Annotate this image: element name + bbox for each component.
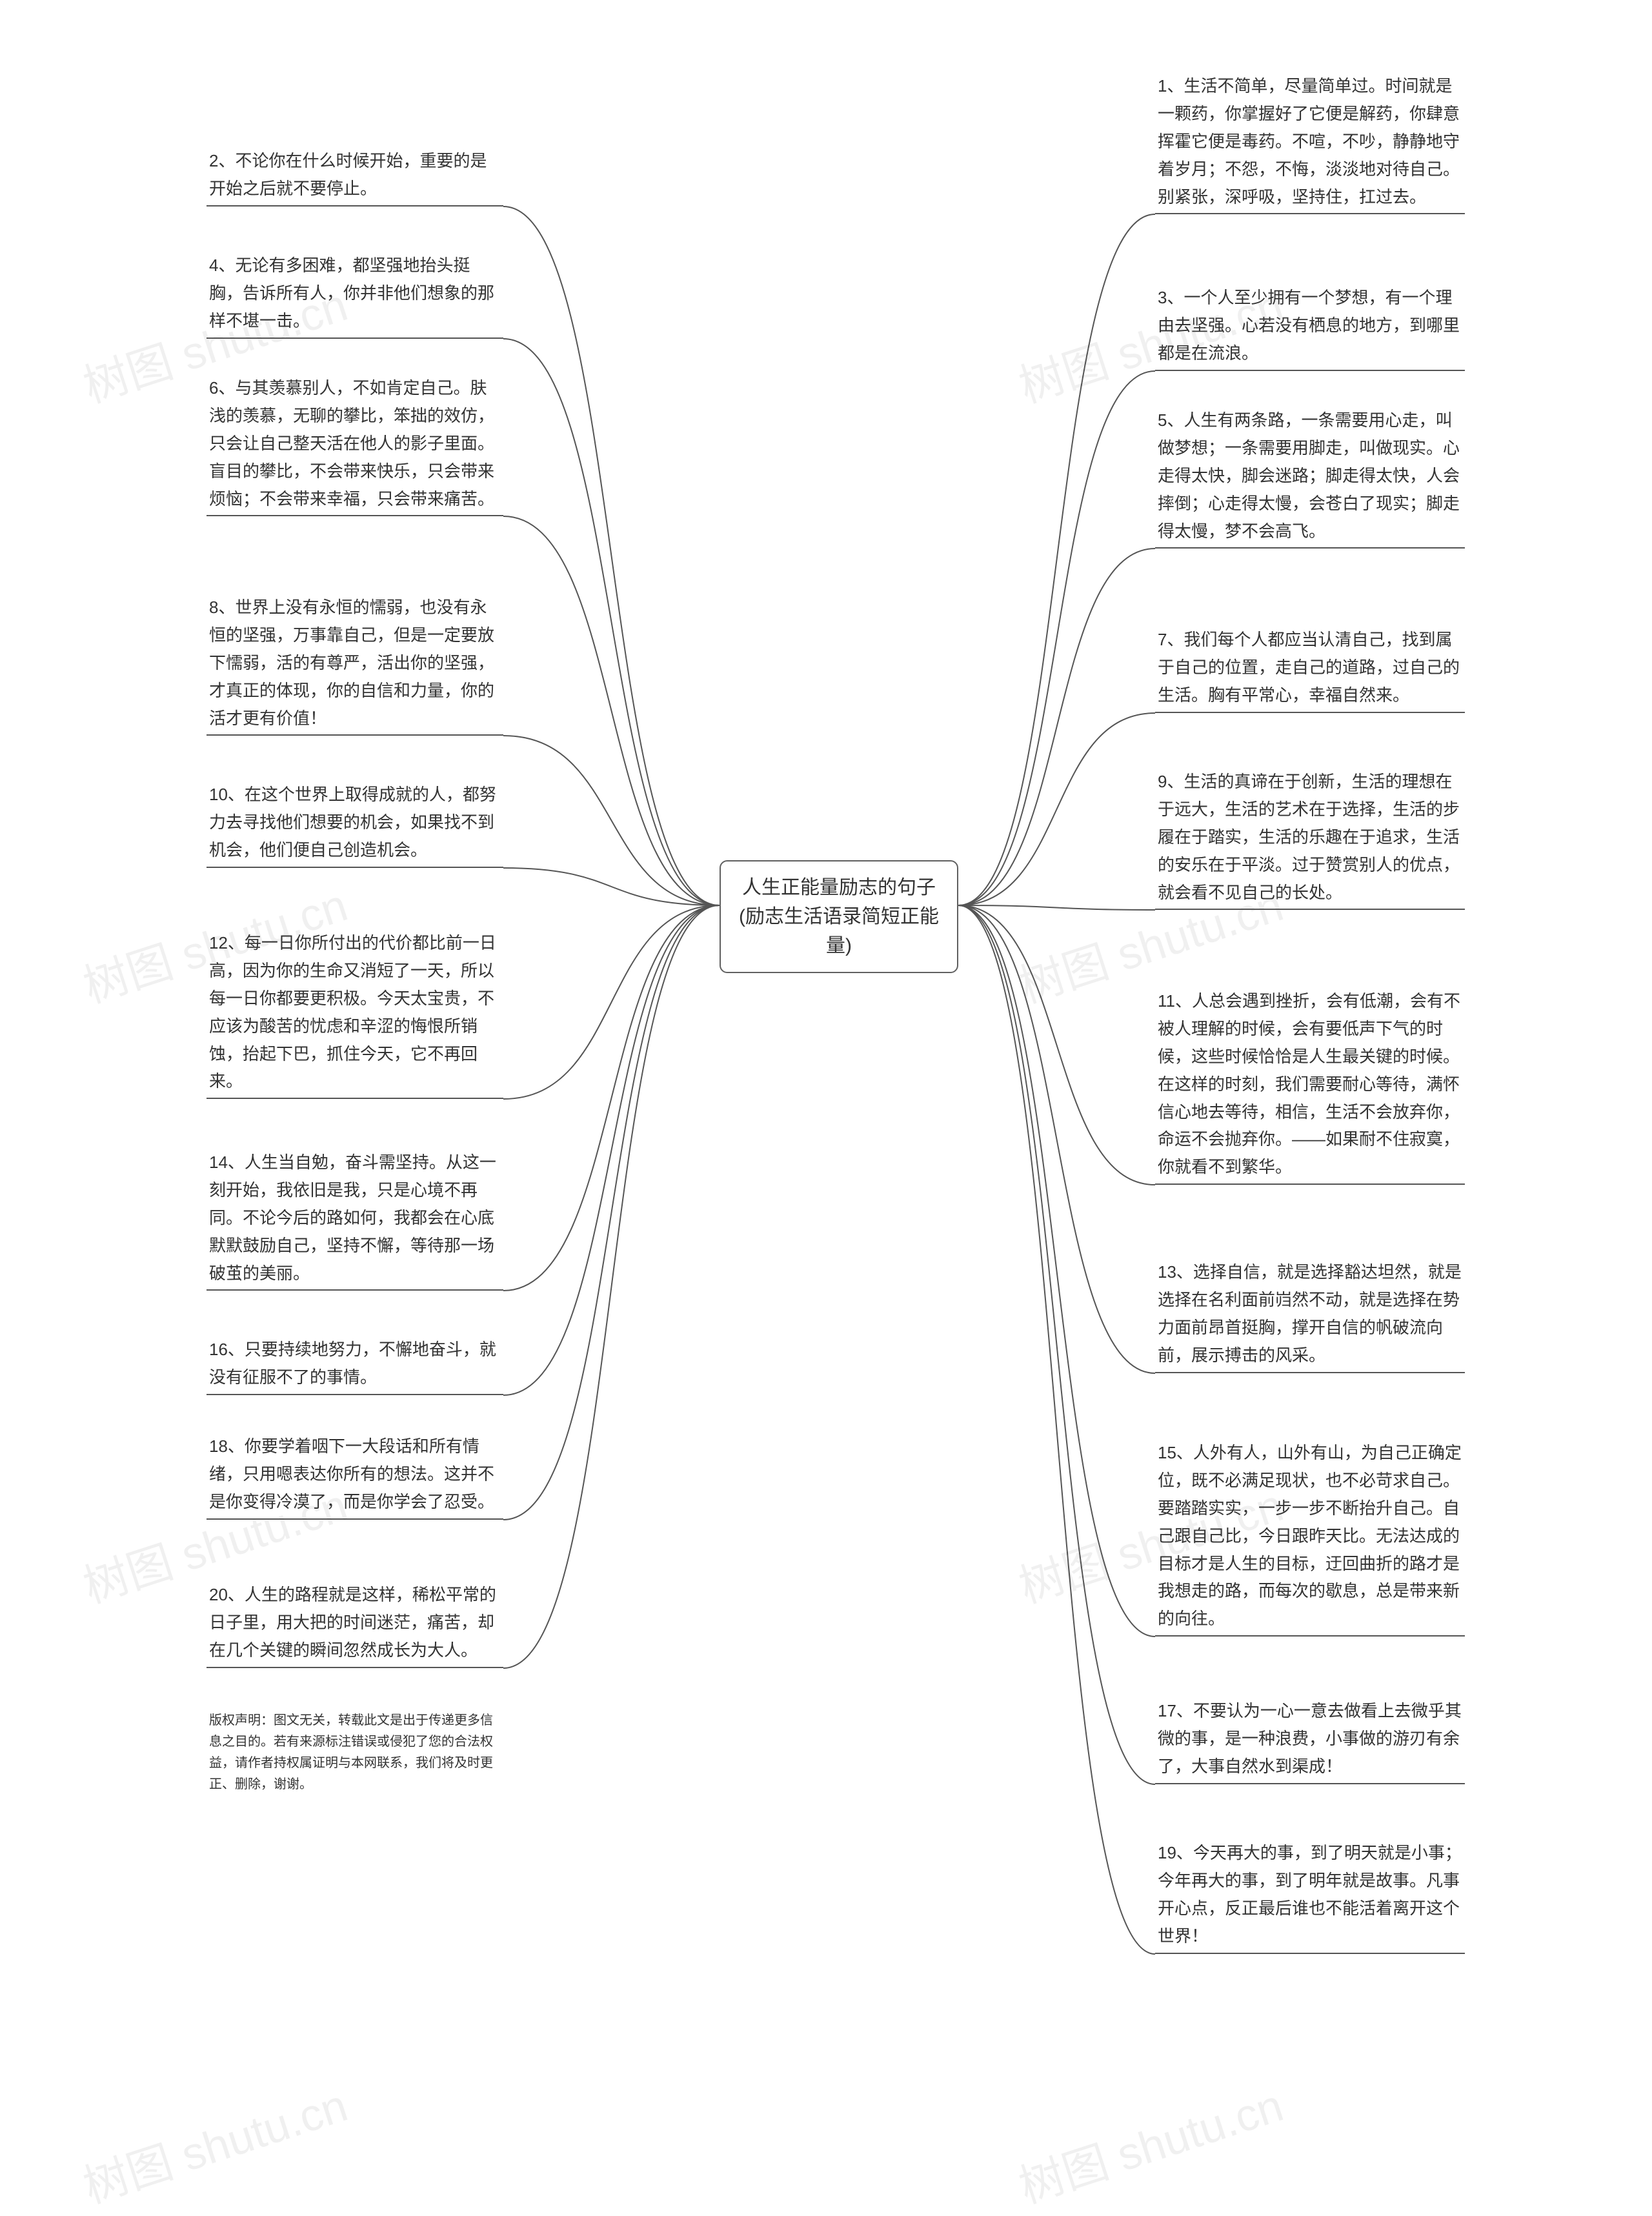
mindmap-leaf-right: 3、一个人至少拥有一个梦想，有一个理由去坚强。心若没有栖息的地方，到哪里都是在流… <box>1155 277 1465 371</box>
mindmap-leaf-left: 12、每一日你所付出的代价都比前一日高，因为你的生命又消短了一天，所以每一日你都… <box>206 923 503 1099</box>
mindmap-leaf-left: 8、世界上没有永恒的懦弱，也没有永恒的坚强，万事靠自己，但是一定要放下懦弱，活的… <box>206 587 503 736</box>
mindmap-leaf-left: 10、在这个世界上取得成就的人，都努力去寻找他们想要的机会，如果找不到机会，他们… <box>206 774 503 868</box>
mindmap-leaf-right: 1、生活不简单，尽量简单过。时间就是一颗药，你掌握好了它便是解药，你肆意挥霍它便… <box>1155 66 1465 214</box>
mindmap-leaf-left: 6、与其羡慕别人，不如肯定自己。肤浅的羡慕，无聊的攀比，笨拙的效仿，只会让自己整… <box>206 368 503 516</box>
mindmap-leaf-right: 9、生活的真谛在于创新，生活的理想在于远大，生活的艺术在于选择，生活的步履在于踏… <box>1155 761 1465 910</box>
mindmap-leaf-right: 19、今天再大的事，到了明天就是小事；今年再大的事，到了明年就是故事。凡事开心点… <box>1155 1833 1465 1954</box>
center-topic: 人生正能量励志的句子(励志生活语录简短正能量) <box>720 860 958 973</box>
mindmap-leaf-right: 5、人生有两条路，一条需要用心走，叫做梦想；一条需要用脚走，叫做现实。心走得太快… <box>1155 400 1465 549</box>
mindmap-leaf-right: 7、我们每个人都应当认清自己，找到属于自己的位置，走自己的道路，过自己的生活。胸… <box>1155 619 1465 713</box>
mindmap-leaf-left: 18、你要学着咽下一大段话和所有情绪，只用嗯表达你所有的想法。这并不是你变得冷漠… <box>206 1426 503 1520</box>
mindmap-leaf-left: 14、人生当自勉，奋斗需坚持。从这一刻开始，我依旧是我，只是心境不再同。不论今后… <box>206 1142 503 1291</box>
mindmap-leaf-left: 4、无论有多困难，都坚强地抬头挺胸，告诉所有人，你并非他们想象的那样不堪一击。 <box>206 245 503 339</box>
mindmap-leaf-right: 13、选择自信，就是选择豁达坦然，就是选择在名利面前岿然不动，就是选择在势力面前… <box>1155 1252 1465 1373</box>
mindmap-leaf-right: 17、不要认为一心一意去做看上去微乎其微的事，是一种浪费，小事做的游刃有余了，大… <box>1155 1691 1465 1784</box>
mindmap-leaf-right: 15、人外有人，山外有山，为自己正确定位，既不必满足现状，也不必苛求自己。要踏踏… <box>1155 1433 1465 1637</box>
mindmap-leaf-right: 11、人总会遇到挫折，会有低潮，会有不被人理解的时候，会有要低声下气的时候，这些… <box>1155 981 1465 1185</box>
mindmap-leaf-left: 20、人生的路程就是这样，稀松平常的日子里，用大把的时间迷茫，痛苦，却在几个关键… <box>206 1575 503 1668</box>
mindmap-leaf-left: 2、不论你在什么时候开始，重要的是开始之后就不要停止。 <box>206 141 503 206</box>
mindmap-leaf-left: 16、只要持续地努力，不懈地奋斗，就没有征服不了的事情。 <box>206 1329 503 1395</box>
mindmap-leaf-left: 版权声明：图文无关，转载此文是出于传递更多信息之目的。若有来源标注错误或侵犯了您… <box>206 1704 503 1798</box>
